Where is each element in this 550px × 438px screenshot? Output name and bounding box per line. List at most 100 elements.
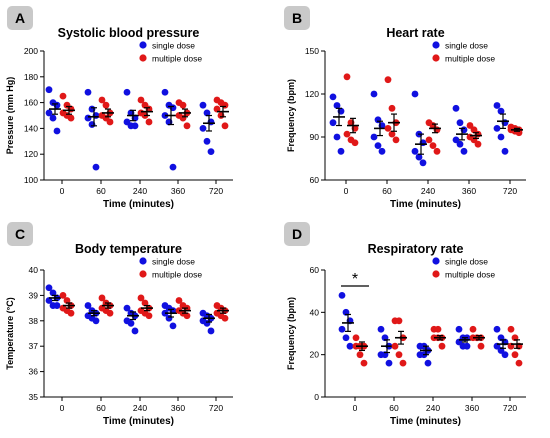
legend-marker xyxy=(432,41,440,49)
data-point xyxy=(127,319,135,327)
data-point xyxy=(374,142,382,150)
data-point xyxy=(106,118,114,126)
data-point xyxy=(49,114,57,122)
data-point xyxy=(469,325,477,333)
panel-badge xyxy=(7,6,33,30)
panel-b: B Heart rate 60 90 120 150 0 60 240 360 720 Time (m… xyxy=(284,6,526,210)
panel-a: A Systolic blood pressure 100 120 140 160 180 2… xyxy=(5,6,233,210)
data-point xyxy=(333,102,341,109)
data-point xyxy=(411,90,419,98)
data-point xyxy=(395,351,403,359)
data-point xyxy=(67,114,75,122)
data-point xyxy=(98,294,106,302)
data-point xyxy=(477,342,485,350)
panel-letter: D xyxy=(292,226,302,242)
y-tick-label: 160 xyxy=(24,98,38,108)
data-point xyxy=(145,312,153,320)
x-axis-label: Time (minutes) xyxy=(390,199,461,210)
x-tick-label: 720 xyxy=(503,403,517,413)
data-point xyxy=(98,96,106,104)
data-point xyxy=(392,136,400,144)
significance-label: * xyxy=(352,271,358,288)
x-tick-label: 240 xyxy=(421,186,435,196)
data-point xyxy=(45,297,53,304)
data-point xyxy=(169,322,177,330)
data-point xyxy=(179,101,187,109)
x-tick-label: 720 xyxy=(209,403,223,413)
legend-label: single dose xyxy=(445,41,488,51)
data-point xyxy=(123,88,131,96)
data-point xyxy=(137,294,145,302)
legend-label: multiple dose xyxy=(152,54,202,64)
data-point xyxy=(493,124,501,132)
data-point xyxy=(131,122,139,130)
data-point xyxy=(333,133,341,141)
data-point xyxy=(45,86,53,94)
y-tick-label: 37 xyxy=(29,341,39,351)
data-point xyxy=(384,124,392,132)
x-tick-label: 60 xyxy=(96,186,106,196)
data-point xyxy=(466,122,474,129)
legend-label: multiple dose xyxy=(445,54,495,64)
data-point xyxy=(84,88,92,96)
y-axis-label: Pressure (mm Hg) xyxy=(5,77,15,155)
panel-d: D Respiratory rate 0 20 40 60 0 60 240 360 720 Time… xyxy=(284,222,526,427)
data-point xyxy=(131,327,139,335)
x-tick-label: 0 xyxy=(60,186,65,196)
chart-title: Body temperature xyxy=(75,242,182,256)
legend-label: multiple dose xyxy=(445,270,495,280)
y-axis-label: Temperature (°C) xyxy=(5,297,15,369)
data-point xyxy=(424,359,432,367)
data-point xyxy=(399,359,407,367)
data-point xyxy=(352,334,360,342)
data-point xyxy=(511,351,519,359)
data-point xyxy=(207,148,215,156)
data-point xyxy=(346,342,354,350)
data-point xyxy=(338,325,346,333)
data-point xyxy=(53,302,61,309)
data-point xyxy=(45,109,53,117)
legend-marker xyxy=(139,270,147,278)
data-point xyxy=(452,136,460,144)
data-point xyxy=(385,359,393,367)
data-point xyxy=(141,299,149,307)
y-tick-label: 20 xyxy=(310,350,320,360)
data-point xyxy=(433,147,441,155)
data-point xyxy=(59,92,67,100)
y-tick-label: 40 xyxy=(310,307,320,317)
y-tick-label: 200 xyxy=(24,46,38,56)
data-point xyxy=(199,124,207,132)
panel-letter: A xyxy=(15,10,25,26)
data-point xyxy=(388,104,396,112)
x-tick-label: 360 xyxy=(171,403,185,413)
data-point xyxy=(92,163,100,171)
x-tick-label: 720 xyxy=(209,186,223,196)
data-point xyxy=(102,101,110,109)
x-axis-label: Time (minutes) xyxy=(390,416,461,427)
data-point xyxy=(391,342,399,350)
data-point xyxy=(460,147,468,155)
data-point xyxy=(456,119,464,127)
data-point xyxy=(175,297,183,304)
data-point xyxy=(329,93,337,101)
y-tick-label: 120 xyxy=(305,89,319,99)
y-tick-label: 120 xyxy=(24,149,38,159)
data-point xyxy=(169,163,177,171)
data-point xyxy=(501,147,509,155)
data-point xyxy=(515,359,523,367)
data-point xyxy=(123,304,131,312)
data-point xyxy=(67,309,75,317)
x-axis-label: Time (minutes) xyxy=(103,416,174,427)
data-point xyxy=(351,139,359,147)
y-tick-label: 38 xyxy=(29,316,39,326)
data-point xyxy=(59,292,67,299)
data-point xyxy=(429,142,437,150)
legend-marker xyxy=(432,270,440,278)
chart-title: Heart rate xyxy=(386,26,444,40)
data-point xyxy=(377,325,385,333)
data-point xyxy=(438,342,446,350)
data-point xyxy=(456,140,464,148)
x-tick-label: 240 xyxy=(133,186,147,196)
y-tick-label: 60 xyxy=(310,265,320,275)
x-tick-label: 360 xyxy=(465,403,479,413)
